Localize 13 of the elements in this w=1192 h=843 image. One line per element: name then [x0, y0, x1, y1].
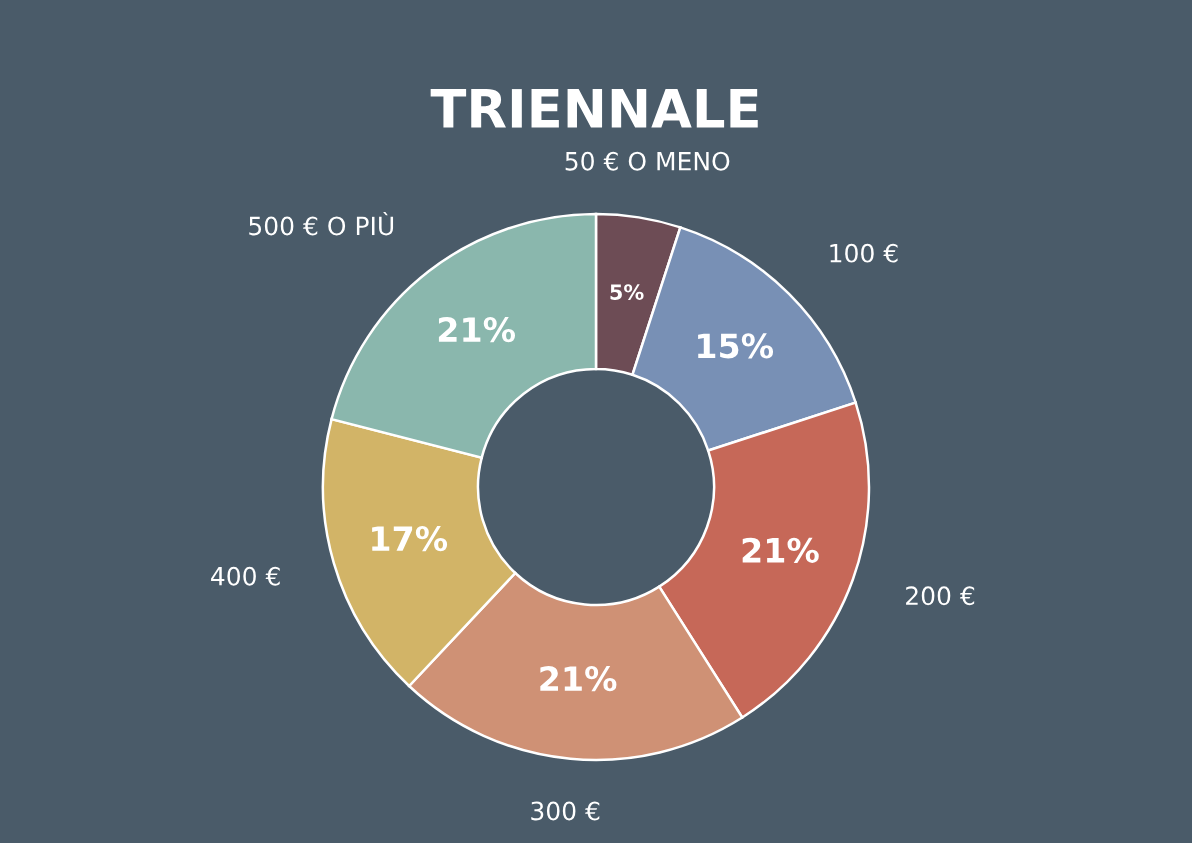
chart-title: TRIENNALE: [430, 89, 758, 128]
data-label: 5%: [610, 284, 644, 300]
slice-label: 300 €: [531, 801, 600, 821]
slice-label: 500 € O PIÙ: [249, 211, 394, 236]
slice-label: 200 €: [906, 586, 975, 606]
slice-label: 100 €: [830, 243, 898, 263]
data-label: 15%: [698, 333, 774, 359]
data-label: 17%: [372, 526, 448, 552]
slice-label: 50 € O MENO: [565, 151, 730, 171]
data-label: 21%: [742, 537, 819, 563]
data-label: 21%: [438, 316, 516, 343]
data-label: 21%: [540, 666, 617, 692]
slice-label: 400 €: [211, 566, 280, 586]
